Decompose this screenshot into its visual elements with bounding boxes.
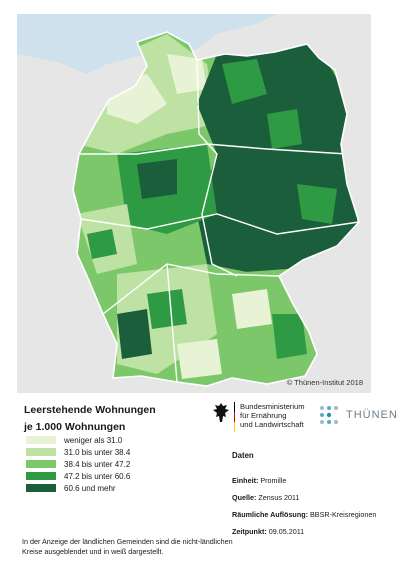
legend-swatch [26, 460, 56, 468]
footnote-line2: Kreise ausgeblendet und in weiß dargeste… [22, 547, 164, 556]
legend-item: weniger als 31.0 [26, 434, 130, 446]
daten-row: Räumliche Auflösung: BBSR-Kreisregionen [232, 510, 376, 527]
legend-label: 47.2 bis unter 60.6 [64, 471, 131, 481]
germany-regions [73, 32, 359, 386]
thunen-wordmark: THÜNEN [346, 409, 398, 421]
eagle-icon [213, 403, 229, 422]
daten-row: Quelle: Zensus 2011 [232, 493, 376, 510]
choropleth-map: © Thünen-Institut 2018 [17, 14, 371, 393]
state-borders [77, 59, 359, 383]
footnote: In der Anzeige der ländlichen Gemeinden … [22, 537, 252, 557]
germany-outline [72, 31, 360, 387]
daten-key: Quelle: [232, 493, 257, 502]
legend-item: 60.6 und mehr [26, 482, 130, 494]
map-svg [17, 14, 371, 393]
copyright-notice: © Thünen-Institut 2018 [286, 378, 363, 387]
daten-key: Zeitpunkt: [232, 527, 267, 536]
ministry-line1: Bundesministerium [240, 402, 305, 411]
daten-value: Zensus 2011 [258, 493, 300, 502]
ministry-line2: für Ernährung [240, 411, 287, 420]
daten-value: BBSR-Kreisregionen [310, 510, 377, 519]
legend-swatch [26, 436, 56, 444]
legend-label: 60.6 und mehr [64, 483, 116, 493]
legend: weniger als 31.0 31.0 bis unter 38.4 38.… [26, 434, 130, 494]
daten-key: Räumliche Auflösung: [232, 510, 309, 519]
thunen-logo: THÜNEN [318, 404, 398, 426]
legend-title-line1: Leerstehende Wohnungen [24, 404, 156, 416]
ministry-logo: Bundesministerium für Ernährung und Land… [212, 402, 305, 432]
daten-heading: Daten [232, 451, 254, 460]
legend-item: 31.0 bis unter 38.4 [26, 446, 130, 458]
daten-value: Promille [260, 476, 287, 485]
legend-label: 31.0 bis unter 38.4 [64, 447, 131, 457]
legend-item: 47.2 bis unter 60.6 [26, 470, 130, 482]
daten-value: 09.05.2011 [268, 527, 305, 536]
daten-key: Einheit: [232, 476, 259, 485]
ministry-line3: und Landwirtschaft [240, 420, 304, 429]
legend-item: 38.4 bis unter 47.2 [26, 458, 130, 470]
flag-bar [234, 402, 235, 432]
legend-label: weniger als 31.0 [64, 435, 123, 445]
legend-swatch [26, 448, 56, 456]
legend-title-line2: je 1.000 Wohnungen [24, 421, 126, 433]
daten-row: Zeitpunkt: 09.05.2011 [232, 527, 376, 544]
footnote-line1: In der Anzeige der ländlichen Gemeinden … [22, 537, 233, 546]
legend-title: Leerstehende Wohnungen je 1.000 Wohnunge… [24, 402, 156, 436]
legend-swatch [26, 472, 56, 480]
legend-swatch [26, 484, 56, 492]
thunen-dots-icon [320, 406, 338, 424]
daten-row: Einheit: Promille [232, 476, 376, 493]
ministry-name: Bundesministerium für Ernährung und Land… [240, 402, 305, 429]
legend-label: 38.4 bis unter 47.2 [64, 459, 131, 469]
daten-list: Einheit: Promille Quelle: Zensus 2011 Rä… [232, 476, 376, 544]
